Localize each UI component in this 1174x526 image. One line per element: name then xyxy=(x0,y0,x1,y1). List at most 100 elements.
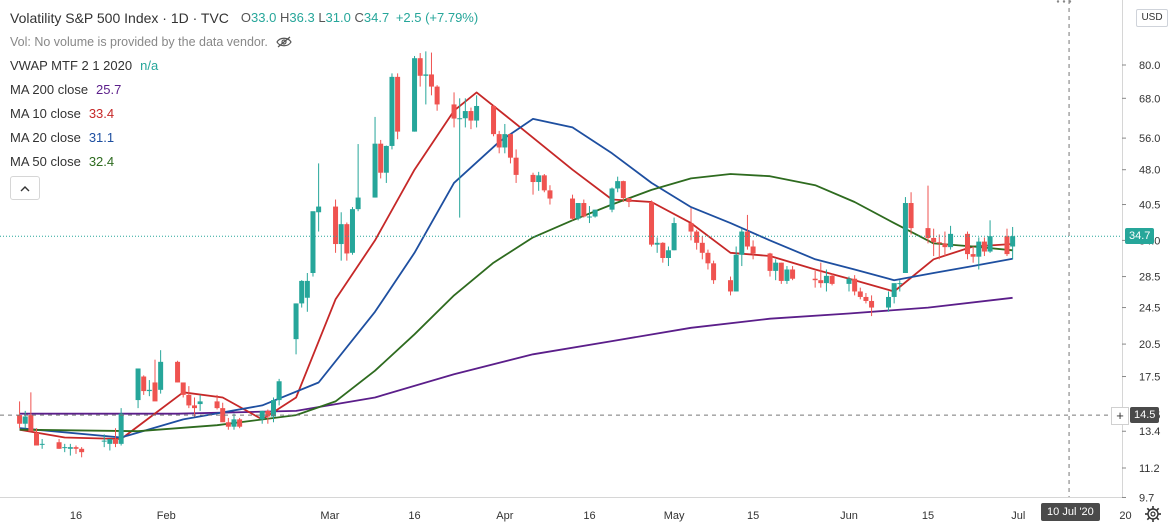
candle-body xyxy=(299,280,305,304)
price-tick-label: 40.5 xyxy=(1139,200,1160,212)
chevron-up-icon xyxy=(20,185,30,191)
candle-body xyxy=(586,216,592,218)
candle-body xyxy=(118,413,124,444)
candle-body xyxy=(536,175,542,183)
indicator-name: MA 20 close xyxy=(10,130,81,145)
add-alert-plus-button[interactable]: + xyxy=(1111,407,1129,426)
candle-body xyxy=(829,275,835,284)
candle-body xyxy=(214,401,220,409)
candle-body xyxy=(728,280,734,292)
low-label: L xyxy=(318,10,326,25)
symbol-title[interactable]: Volatility S&P 500 Index · 1D · TVC xyxy=(10,10,229,26)
candle-body xyxy=(970,254,976,257)
candle-body xyxy=(942,243,948,248)
price-tick-label: 80.0 xyxy=(1139,60,1160,72)
currency-box[interactable]: USD xyxy=(1136,9,1168,27)
candle-body xyxy=(581,203,587,217)
candle-body xyxy=(615,181,621,189)
candle-body xyxy=(964,233,970,255)
volume-row: Vol: No volume is provided by the data v… xyxy=(10,30,478,54)
candle-body xyxy=(344,224,350,254)
candle-body xyxy=(660,242,666,259)
indicator-row[interactable]: MA 50 close 32.4 xyxy=(10,150,478,174)
indicator-row[interactable]: MA 20 close 31.1 xyxy=(10,126,478,150)
candle-body xyxy=(902,203,908,273)
candle-body xyxy=(620,181,626,199)
candle-body xyxy=(750,246,756,254)
gear-icon[interactable] xyxy=(1144,505,1162,523)
candle-body xyxy=(513,157,519,175)
indicator-row[interactable]: MA 200 close 25.7 xyxy=(10,78,478,102)
volume-note: Vol: No volume is provided by the data v… xyxy=(10,35,268,49)
candle-body xyxy=(987,236,993,252)
candle-body xyxy=(333,206,339,245)
time-tick-label: 15 xyxy=(747,510,759,522)
price-tick-label: 28.5 xyxy=(1139,272,1160,284)
candle-body xyxy=(699,242,705,253)
candle-body xyxy=(462,111,468,119)
indicator-name: VWAP MTF 2 1 2020 xyxy=(10,58,133,73)
candle-body xyxy=(158,361,164,390)
candle-body xyxy=(428,74,434,87)
candle-body xyxy=(378,143,384,173)
indicator-value: 33.4 xyxy=(88,106,115,121)
close-value: 34.7 xyxy=(363,10,390,25)
time-tick-label: Mar xyxy=(320,510,339,522)
candle-body xyxy=(22,416,28,424)
candle-body xyxy=(790,269,796,279)
price-tick-label: 68.0 xyxy=(1139,93,1160,105)
candle-body xyxy=(135,368,141,401)
ma-line-4 xyxy=(19,173,1013,433)
candle-body xyxy=(1010,236,1016,247)
candle-body xyxy=(186,394,192,406)
candle-body xyxy=(112,439,118,444)
candle-body xyxy=(338,224,344,245)
candle-body xyxy=(237,419,243,427)
candle-body xyxy=(744,231,750,247)
candle-body xyxy=(852,278,858,292)
price-tick-label: 20.5 xyxy=(1139,339,1160,351)
candle-body xyxy=(739,231,745,255)
candle-body xyxy=(259,410,265,420)
indicator-row[interactable]: MA 10 close 33.4 xyxy=(10,102,478,126)
indicator-value: 32.4 xyxy=(88,154,115,169)
candle-body xyxy=(101,440,107,442)
candle-body xyxy=(609,188,615,210)
time-tick-label: May xyxy=(664,510,685,522)
candle-body xyxy=(981,241,987,252)
more-dots-icon[interactable] xyxy=(1056,0,1072,3)
candle-body xyxy=(73,447,79,449)
price-tick-label: 17.5 xyxy=(1139,372,1160,384)
candle-body xyxy=(372,143,378,198)
candle-body xyxy=(56,442,62,449)
candle-body xyxy=(908,203,914,229)
indicator-name: MA 50 close xyxy=(10,154,81,169)
indicator-row[interactable]: VWAP MTF 2 1 2020 n/a xyxy=(10,54,478,78)
collapse-legend-button[interactable] xyxy=(10,176,40,200)
ma-line-3 xyxy=(19,118,1013,439)
candle-body xyxy=(225,422,231,427)
candle-body xyxy=(541,175,547,191)
candle-body xyxy=(694,231,700,243)
time-tick-label: Feb xyxy=(157,510,176,522)
change-value: +2.5 (+7.79%) xyxy=(395,10,479,25)
open-value: 33.0 xyxy=(251,10,277,25)
candle-body xyxy=(389,76,395,146)
time-tick-label: Apr xyxy=(496,510,513,522)
close-label: C xyxy=(354,10,364,25)
hide-eye-icon[interactable] xyxy=(276,36,292,48)
price-tick-label: 56.0 xyxy=(1139,133,1160,145)
candle-body xyxy=(812,278,818,281)
candle-body xyxy=(649,202,655,245)
candle-body xyxy=(976,241,982,257)
candle-body xyxy=(818,280,824,284)
candle-body xyxy=(423,74,429,76)
price-tick-label: 11.2 xyxy=(1139,463,1160,475)
candle-body xyxy=(28,415,34,432)
crosshair-price-badge: 14.5 xyxy=(1130,407,1160,424)
price-tick-label: 24.5 xyxy=(1139,303,1160,315)
candle-body xyxy=(34,432,40,446)
candle-body xyxy=(507,134,513,158)
